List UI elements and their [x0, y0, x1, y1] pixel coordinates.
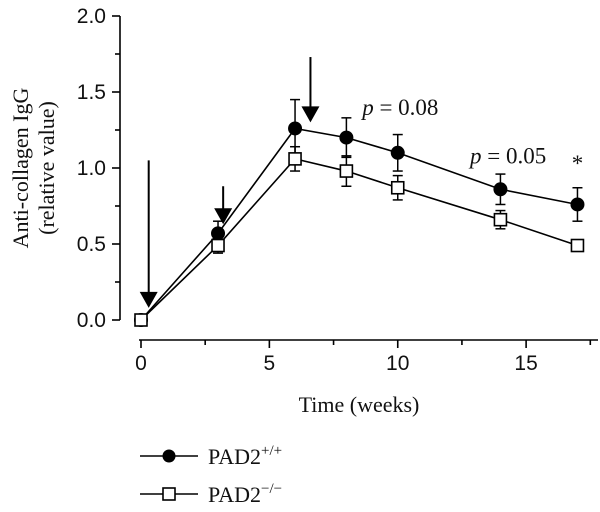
- annotation-value: = 0.08: [374, 95, 439, 120]
- arrow-head: [214, 208, 233, 225]
- annotation-0: p = 0.08: [360, 95, 438, 120]
- arrow-head: [301, 106, 320, 123]
- legend-label-superscript: −/−: [261, 481, 282, 497]
- data-point-square: [211, 238, 225, 253]
- data-point-square: [288, 152, 302, 166]
- legend-marker-square: [162, 487, 176, 501]
- y-tick-label: 2.0: [77, 5, 106, 28]
- legend-label-base: PAD2: [208, 444, 261, 469]
- data-point-square: [134, 313, 148, 327]
- data-point-circle: [390, 145, 405, 160]
- x-tick-label: 15: [514, 352, 537, 375]
- data-point-square: [493, 212, 508, 227]
- legend-label-base: PAD2: [208, 482, 261, 507]
- annotation-value: *: [572, 151, 584, 176]
- y-tick-label: 0.5: [77, 233, 106, 256]
- legend-label-0: PAD2+/+: [208, 443, 282, 469]
- x-tick-label: 10: [386, 352, 409, 375]
- legend-marker-circle: [162, 449, 176, 463]
- y-tick-label: 1.5: [77, 81, 106, 104]
- data-point-square: [390, 180, 405, 195]
- x-axis-title: Time (weeks): [299, 392, 420, 417]
- data-point-square: [339, 164, 354, 178]
- annotation-2: *: [572, 151, 584, 176]
- y-axis-title-line1: Anti-collagen IgG: [8, 88, 33, 249]
- x-tick-label: 5: [264, 352, 276, 375]
- data-point-circle: [211, 226, 226, 241]
- series-line-1: [140, 157, 578, 321]
- y-axis-title-line2: (relative value): [34, 101, 59, 235]
- y-tick-label: 1.0: [77, 157, 106, 180]
- legend-label-1: PAD2−/−: [208, 481, 282, 507]
- annotation-p-label: p: [468, 143, 482, 168]
- arrow-head: [139, 291, 158, 308]
- x-tick-label: 0: [135, 352, 147, 375]
- data-point-circle: [339, 130, 354, 145]
- annotation-value: = 0.05: [482, 143, 547, 168]
- data-point-circle: [288, 121, 303, 136]
- data-point-circle: [570, 197, 585, 212]
- annotation-p-label: p: [360, 95, 374, 120]
- y-tick-label: 0.0: [77, 309, 106, 332]
- annotation-1: p = 0.05: [468, 143, 546, 168]
- data-point-square: [570, 238, 585, 253]
- data-point-circle: [493, 182, 508, 197]
- legend-label-superscript: +/+: [261, 443, 282, 459]
